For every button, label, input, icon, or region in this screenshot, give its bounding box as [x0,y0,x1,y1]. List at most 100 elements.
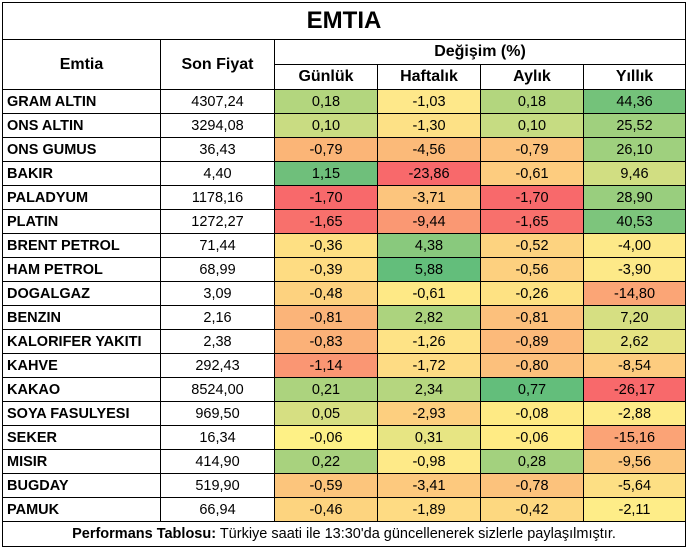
column-header-monthly: Aylık [480,64,584,90]
commodity-name-cell: PAMUK [2,497,161,522]
column-header-yearly: Yıllık [583,64,686,90]
weekly-change-cell: 0,31 [377,425,481,450]
table-row: KAKAO 8524,00 0,21 2,34 0,77 -26,17 [2,377,686,402]
weekly-change-cell: -2,93 [377,401,481,426]
daily-change-cell: -0,36 [274,233,378,258]
table-row: BENZIN 2,16 -0,81 2,82 -0,81 7,20 [2,305,686,330]
commodity-name-cell: BAKIR [2,161,161,186]
yearly-change-cell: 40,53 [583,209,686,234]
monthly-change-cell: 0,10 [480,113,584,138]
table-row: ONS GUMUS 36,43 -0,79 -4,56 -0,79 26,10 [2,137,686,162]
weekly-change-cell: -9,44 [377,209,481,234]
last-price-cell: 292,43 [160,353,275,378]
commodity-name-cell: ONS GUMUS [2,137,161,162]
footer-text: Türkiye saati ile 13:30'da güncellenerek… [216,526,616,542]
yearly-change-cell: -3,90 [583,257,686,282]
monthly-change-cell: -0,78 [480,473,584,498]
table-row: PAMUK 66,94 -0,46 -1,89 -0,42 -2,11 [2,497,686,522]
weekly-change-cell: -0,61 [377,281,481,306]
monthly-change-cell: 0,18 [480,89,584,114]
yearly-change-cell: 28,90 [583,185,686,210]
table-row: HAM PETROL 68,99 -0,39 5,88 -0,56 -3,90 [2,257,686,282]
daily-change-cell: 0,22 [274,449,378,474]
monthly-change-cell: -0,26 [480,281,584,306]
last-price-cell: 4,40 [160,161,275,186]
table-row: PALADYUM 1178,16 -1,70 -3,71 -1,70 28,90 [2,185,686,210]
commodity-name-cell: PLATIN [2,209,161,234]
daily-change-cell: 0,10 [274,113,378,138]
commodity-name-cell: KALORIFER YAKITI [2,329,161,354]
monthly-change-cell: -0,81 [480,305,584,330]
yearly-change-cell: -26,17 [583,377,686,402]
last-price-cell: 36,43 [160,137,275,162]
commodity-name-cell: BUGDAY [2,473,161,498]
yearly-change-cell: -15,16 [583,425,686,450]
daily-change-cell: -0,79 [274,137,378,162]
monthly-change-cell: -1,70 [480,185,584,210]
weekly-change-cell: -23,86 [377,161,481,186]
weekly-change-cell: 2,34 [377,377,481,402]
last-price-cell: 16,34 [160,425,275,450]
yearly-change-cell: 44,36 [583,89,686,114]
monthly-change-cell: -0,42 [480,497,584,522]
weekly-change-cell: 2,82 [377,305,481,330]
monthly-change-cell: -0,79 [480,137,584,162]
weekly-change-cell: -1,26 [377,329,481,354]
monthly-change-cell: -1,65 [480,209,584,234]
table-row: KAHVE 292,43 -1,14 -1,72 -0,80 -8,54 [2,353,686,378]
yearly-change-cell: -14,80 [583,281,686,306]
yearly-change-cell: 9,46 [583,161,686,186]
daily-change-cell: -0,81 [274,305,378,330]
monthly-change-cell: -0,08 [480,401,584,426]
last-price-cell: 66,94 [160,497,275,522]
yearly-change-cell: -2,88 [583,401,686,426]
last-price-cell: 71,44 [160,233,275,258]
yearly-change-cell: -8,54 [583,353,686,378]
last-price-cell: 1272,27 [160,209,275,234]
daily-change-cell: 0,21 [274,377,378,402]
last-price-cell: 4307,24 [160,89,275,114]
last-price-cell: 969,50 [160,401,275,426]
table-row: ONS ALTIN 3294,08 0,10 -1,30 0,10 25,52 [2,113,686,138]
column-header-last-price: Son Fiyat [160,39,275,90]
weekly-change-cell: -3,71 [377,185,481,210]
yearly-change-cell: -9,56 [583,449,686,474]
footer-label: Performans Tablosu: [72,526,217,542]
commodity-name-cell: PALADYUM [2,185,161,210]
monthly-change-cell: -0,89 [480,329,584,354]
yearly-change-cell: -2,11 [583,497,686,522]
commodity-name-cell: BRENT PETROL [2,233,161,258]
table-title: EMTIA [2,2,686,40]
weekly-change-cell: -0,98 [377,449,481,474]
table-row: SOYA FASULYESI 969,50 0,05 -2,93 -0,08 -2,88 [2,401,686,426]
table-row: BRENT PETROL 71,44 -0,36 4,38 -0,52 -4,00 [2,233,686,258]
commodity-name-cell: BENZIN [2,305,161,330]
daily-change-cell: -1,70 [274,185,378,210]
table-row: SEKER 16,34 -0,06 0,31 -0,06 -15,16 [2,425,686,450]
table-row: BAKIR 4,40 1,15 -23,86 -0,61 9,46 [2,161,686,186]
weekly-change-cell: -1,03 [377,89,481,114]
monthly-change-cell: 0,28 [480,449,584,474]
daily-change-cell: 1,15 [274,161,378,186]
daily-change-cell: -0,06 [274,425,378,450]
last-price-cell: 3294,08 [160,113,275,138]
commodity-name-cell: HAM PETROL [2,257,161,282]
yearly-change-cell: -5,64 [583,473,686,498]
yearly-change-cell: 7,20 [583,305,686,330]
monthly-change-cell: 0,77 [480,377,584,402]
daily-change-cell: -0,39 [274,257,378,282]
daily-change-cell: 0,05 [274,401,378,426]
commodity-name-cell: ONS ALTIN [2,113,161,138]
weekly-change-cell: -4,56 [377,137,481,162]
commodity-name-cell: KAKAO [2,377,161,402]
table-body: GRAM ALTIN 4307,24 0,18 -1,03 0,18 44,36 ONS A… [2,89,686,522]
table-row: GRAM ALTIN 4307,24 0,18 -1,03 0,18 44,36 [2,89,686,114]
commodity-name-cell: SEKER [2,425,161,450]
commodity-name-cell: DOGALGAZ [2,281,161,306]
column-header-daily: Günlük [274,64,378,90]
daily-change-cell: -0,83 [274,329,378,354]
yearly-change-cell: 25,52 [583,113,686,138]
yearly-change-cell: 26,10 [583,137,686,162]
